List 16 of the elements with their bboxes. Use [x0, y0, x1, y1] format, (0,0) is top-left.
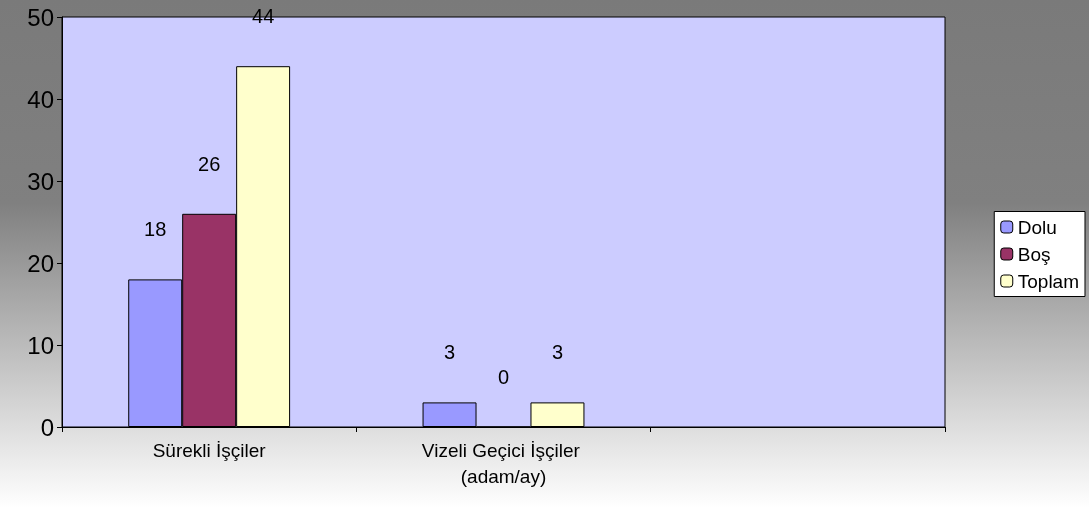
- y-tick-label: 30: [27, 167, 54, 195]
- data-label: 26: [198, 152, 221, 175]
- y-tick-label: 50: [27, 3, 54, 31]
- y-tick-label: 10: [27, 331, 54, 359]
- legend-label: Dolu: [1017, 216, 1057, 238]
- data-label: 3: [551, 341, 564, 364]
- legend-label: Boş: [1017, 243, 1051, 265]
- x-tick-label: Sürekli İşçiler: [152, 439, 267, 461]
- legend-label: Toplam: [1017, 270, 1079, 292]
- data-label: 0: [497, 365, 510, 388]
- x-tick-label: Vizeli Geçici İşçiler (adam/ay): [421, 439, 586, 487]
- y-tick-label: 40: [27, 85, 54, 113]
- data-label: 18: [144, 218, 167, 241]
- y-tick-label: 20: [27, 249, 54, 277]
- y-tick-label: 0: [40, 413, 54, 441]
- data-label: 3: [443, 341, 456, 364]
